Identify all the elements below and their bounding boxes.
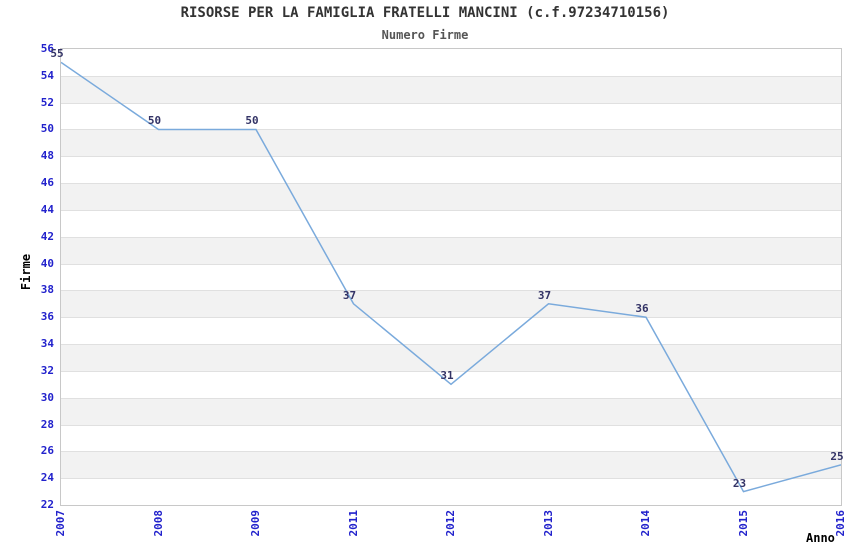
data-point-label: 23 — [732, 476, 747, 490]
grid-band — [61, 183, 841, 210]
line-chart-canvas — [61, 61, 841, 493]
y-tick-label: 28 — [40, 417, 54, 431]
x-tick-label: 2012 — [444, 510, 457, 537]
chart-subtitle: Numero Firme — [381, 28, 469, 42]
y-tick-label: 56 — [40, 42, 54, 55]
y-tick-label: 22 — [40, 498, 54, 511]
x-tick-label: 2009 — [249, 510, 262, 537]
y-tick-label: 36 — [40, 310, 54, 324]
y-tick-label: 30 — [40, 390, 54, 404]
chart-title: RISORSE PER LA FAMIGLIA FRATELLI MANCINI… — [180, 5, 670, 21]
y-tick-label: 50 — [40, 122, 54, 136]
grid-band — [61, 102, 841, 130]
x-tick-label: 2008 — [151, 510, 165, 537]
y-tick-label: 54 — [40, 68, 54, 82]
grid-band — [61, 75, 841, 103]
y-tick-label: 24 — [40, 471, 54, 485]
grid-band — [61, 344, 841, 371]
grid-band — [61, 478, 841, 505]
data-point-label: 31 — [440, 369, 454, 383]
y-tick-label: 48 — [40, 149, 54, 163]
grid-band — [61, 290, 841, 318]
y-tick-label: 40 — [40, 256, 54, 270]
grid-band — [61, 49, 841, 76]
data-point-label: 36 — [635, 302, 649, 316]
grid-band — [61, 129, 841, 157]
y-tick-label: 44 — [40, 202, 54, 216]
y-tick-label: 42 — [40, 229, 54, 243]
grid-band — [61, 263, 841, 291]
grid-band — [61, 209, 841, 237]
data-point-label: 50 — [245, 114, 259, 128]
grid-band — [61, 317, 841, 345]
grid-band — [61, 451, 841, 479]
grid-band — [61, 156, 841, 184]
x-axis-title: Anno — [806, 531, 835, 545]
data-point-label: 37 — [537, 288, 552, 302]
x-tick-label: 2016 — [834, 510, 847, 537]
y-tick-label: 26 — [40, 444, 54, 458]
y-tick-label: 38 — [40, 283, 54, 297]
grid-band — [61, 424, 841, 452]
y-tick-label: 34 — [40, 337, 54, 351]
x-tick-label: 2014 — [639, 510, 652, 537]
data-point-label: 25 — [830, 449, 844, 463]
data-point-label: 50 — [147, 114, 162, 128]
grid-band — [61, 236, 841, 264]
x-tick-label: 2013 — [541, 510, 555, 537]
y-tick-label: 52 — [40, 95, 54, 109]
y-tick-label: 46 — [40, 176, 54, 190]
series-line — [61, 61, 841, 493]
x-tick-label: 2011 — [346, 510, 360, 537]
plot-area — [60, 48, 842, 506]
data-point-label: 37 — [342, 288, 357, 302]
data-point-label: 55 — [50, 47, 64, 61]
x-tick-label: 2015 — [736, 510, 750, 537]
y-tick-label: 32 — [40, 363, 54, 377]
x-tick-label: 2007 — [54, 510, 67, 537]
grid-band — [61, 397, 841, 425]
